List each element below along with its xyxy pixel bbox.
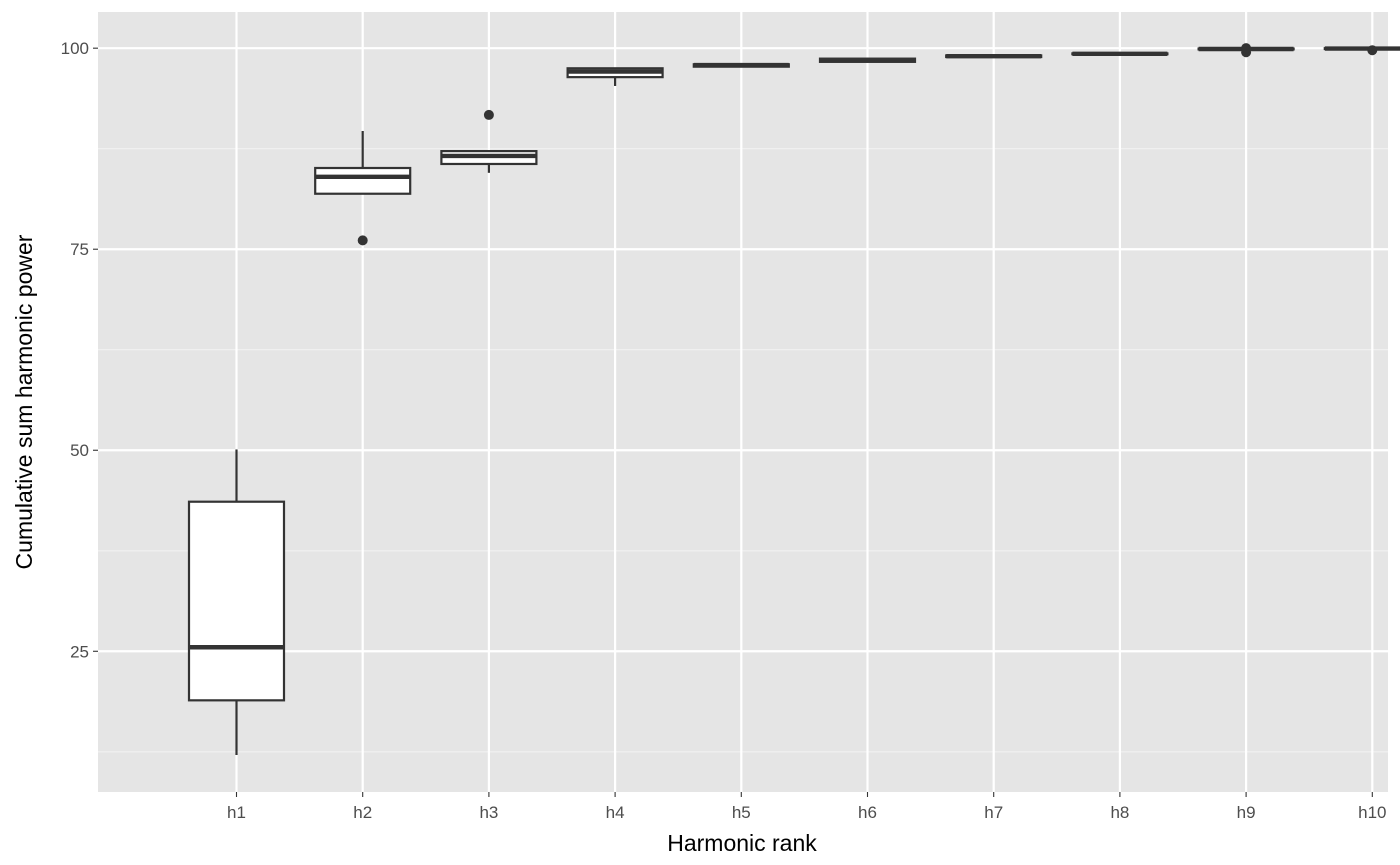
- y-tick-label: 50: [70, 441, 89, 460]
- box-h1: [187, 449, 286, 756]
- y-tick-label: 25: [70, 642, 89, 661]
- box-iqr: [187, 500, 286, 702]
- y-axis-title: Cumulative sum harmonic power: [11, 234, 37, 569]
- box-h10: [1323, 45, 1400, 56]
- x-tick-label: h6: [858, 803, 877, 822]
- outlier-point: [1367, 45, 1378, 56]
- x-tick-label: h9: [1237, 803, 1256, 822]
- outlier-point: [357, 235, 368, 246]
- x-axis-title: Harmonic rank: [667, 830, 817, 856]
- x-tick-label: h3: [479, 803, 498, 822]
- box-h2: [314, 131, 412, 246]
- x-tick-label: h4: [606, 803, 625, 822]
- outlier-point: [1241, 43, 1252, 54]
- y-tick-label: 100: [61, 39, 89, 58]
- x-tick-label: h7: [984, 803, 1003, 822]
- y-tick-label: 75: [70, 240, 89, 259]
- y-axis: 25 50 75 100: [61, 39, 98, 661]
- box-h3: [440, 109, 538, 173]
- box-h7: [945, 54, 1043, 59]
- x-tick-label: h5: [732, 803, 751, 822]
- minor-gridlines: [98, 148, 1388, 753]
- x-tick-label: h2: [353, 803, 372, 822]
- x-tick-label: h1: [227, 803, 246, 822]
- major-gridlines: [98, 12, 1388, 792]
- box-iqr: [314, 166, 412, 195]
- box-h6: [818, 57, 917, 63]
- x-tick-label: h8: [1110, 803, 1129, 822]
- box-h8: [1071, 51, 1169, 57]
- x-axis: h1 h2 h3 h4 h5 h6 h7 h8 h9 h10: [227, 792, 1386, 822]
- box-h9: [1197, 43, 1295, 58]
- box-h4: [566, 67, 664, 86]
- panel-background: [98, 12, 1388, 792]
- x-tick-label: h10: [1358, 803, 1386, 822]
- box-h5: [692, 62, 790, 68]
- outlier-point: [483, 109, 494, 120]
- box-series: [187, 43, 1400, 756]
